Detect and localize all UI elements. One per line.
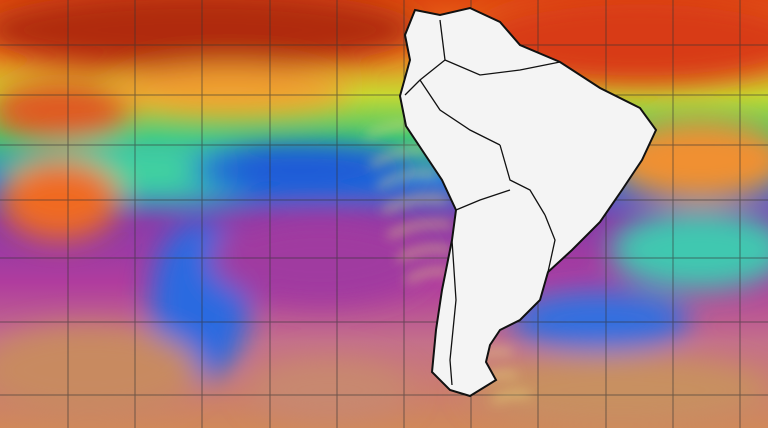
vapor-patch bbox=[110, 65, 350, 115]
border bbox=[419, 79, 501, 146]
streak bbox=[388, 221, 452, 237]
vapor-patch bbox=[190, 145, 410, 195]
vapor-patch bbox=[510, 290, 690, 350]
vapor-patch bbox=[0, 0, 420, 70]
border bbox=[499, 144, 546, 216]
vapor-patch bbox=[610, 210, 768, 290]
border bbox=[449, 239, 457, 386]
country-borders bbox=[404, 19, 561, 386]
vapor-patch bbox=[470, 355, 768, 425]
south-america bbox=[398, 6, 658, 398]
border bbox=[404, 19, 446, 96]
streak bbox=[493, 392, 530, 402]
vapor-patch bbox=[250, 360, 410, 420]
border bbox=[544, 214, 556, 273]
border bbox=[455, 189, 511, 211]
border bbox=[444, 59, 561, 76]
vapor-patch bbox=[210, 215, 430, 305]
streak bbox=[378, 171, 437, 187]
vapor-patch bbox=[0, 325, 200, 415]
streak bbox=[398, 246, 452, 260]
streak bbox=[383, 196, 447, 212]
